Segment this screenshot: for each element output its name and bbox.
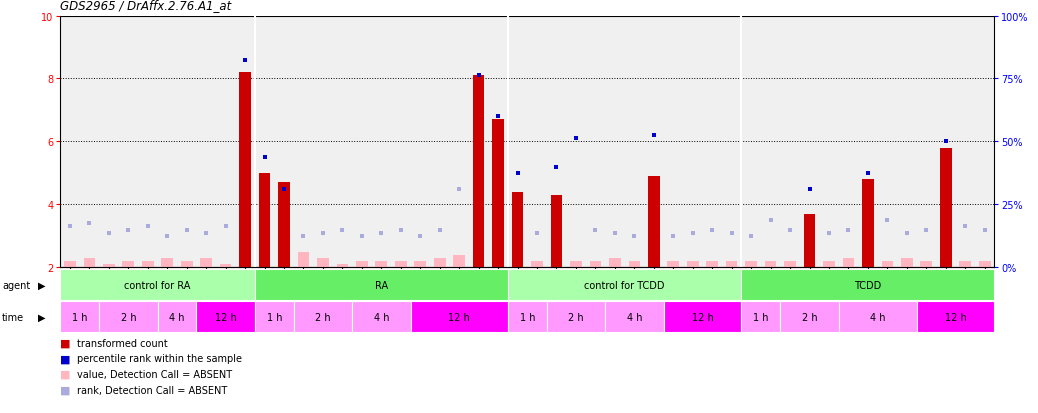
Bar [843,258,854,268]
Text: 12 h: 12 h [215,312,237,322]
Text: 1 h: 1 h [72,312,87,322]
Text: time: time [2,312,24,322]
Bar [531,261,543,268]
Text: RA: RA [375,280,388,290]
Bar [122,261,134,268]
Bar [278,183,290,268]
Bar [707,261,718,268]
Bar [473,76,485,268]
Bar [356,261,367,268]
Bar [394,261,407,268]
Text: ▶: ▶ [37,280,46,290]
Bar [785,261,796,268]
Bar [590,261,601,268]
Bar [959,261,972,268]
Text: 12 h: 12 h [945,312,966,322]
Bar [239,73,251,268]
Text: ■: ■ [60,385,71,395]
Text: GDS2965 / DrAffx.2.76.A1_at: GDS2965 / DrAffx.2.76.A1_at [60,0,231,12]
Bar [376,261,387,268]
Bar [862,180,874,268]
Bar [765,261,776,268]
Text: ■: ■ [60,338,71,348]
Bar [162,258,173,268]
Text: transformed count: transformed count [77,338,167,348]
Text: 2 h: 2 h [568,312,583,322]
Text: TCDD: TCDD [854,280,881,290]
Bar [142,261,154,268]
Text: control for RA: control for RA [125,280,191,290]
Bar [414,261,427,268]
Bar [181,261,193,268]
Bar [434,258,445,268]
Text: 4 h: 4 h [169,312,185,322]
Bar [200,258,212,268]
Text: ▶: ▶ [37,312,46,322]
Bar [103,264,114,268]
Text: 4 h: 4 h [374,312,389,322]
Bar [336,264,349,268]
Bar [667,261,679,268]
Bar [492,120,504,268]
Bar [940,148,952,268]
Text: 12 h: 12 h [691,312,713,322]
Bar [454,255,465,268]
Text: 2 h: 2 h [801,312,817,322]
Bar [726,261,738,268]
Bar [901,258,912,268]
Bar [648,177,660,268]
Text: value, Detection Call = ABSENT: value, Detection Call = ABSENT [77,369,231,379]
Bar [298,252,309,268]
Bar [823,261,835,268]
Bar [64,261,76,268]
Text: ■: ■ [60,354,71,363]
Text: 1 h: 1 h [520,312,535,322]
Bar [629,261,640,268]
Bar [609,258,621,268]
Bar [979,261,990,268]
Bar [803,214,816,268]
Text: agent: agent [2,280,30,290]
Bar [258,173,270,268]
Text: 2 h: 2 h [316,312,331,322]
Text: 4 h: 4 h [870,312,885,322]
Bar [687,261,699,268]
Bar [921,261,932,268]
Bar [318,258,329,268]
Text: 4 h: 4 h [627,312,643,322]
Text: 2 h: 2 h [120,312,136,322]
Bar [220,264,231,268]
Text: 1 h: 1 h [754,312,768,322]
Bar [881,261,894,268]
Bar [551,195,563,268]
Text: 12 h: 12 h [448,312,470,322]
Text: percentile rank within the sample: percentile rank within the sample [77,354,242,363]
Bar [570,261,581,268]
Bar [83,258,95,268]
Bar [745,261,757,268]
Text: rank, Detection Call = ABSENT: rank, Detection Call = ABSENT [77,385,227,395]
Bar [512,192,523,268]
Text: ■: ■ [60,369,71,379]
Text: control for TCDD: control for TCDD [584,280,665,290]
Text: 1 h: 1 h [267,312,282,322]
